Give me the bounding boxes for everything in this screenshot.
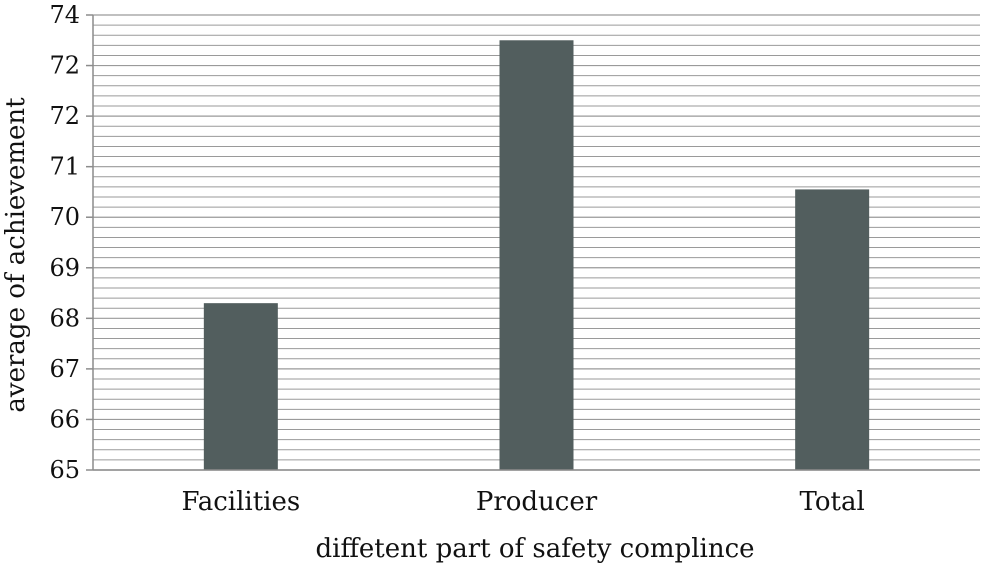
- x-tick-label: Facilities: [181, 487, 300, 517]
- x-tick-label: Producer: [476, 487, 598, 517]
- y-tick-label: 72: [49, 52, 80, 80]
- y-tick-label: 65: [49, 456, 80, 484]
- x-axis-title: diffetent part of safety complince: [315, 534, 754, 564]
- y-tick-label: 72: [49, 102, 80, 130]
- y-tick-label: 74: [49, 1, 80, 29]
- y-tick-label: 69: [49, 254, 80, 282]
- label-layer: 65 66 67 68 69 70 71 72 72 74 Facilities Producer To…: [49, 1, 864, 517]
- y-tick-label: 68: [49, 304, 80, 332]
- axis-layer: [86, 14, 980, 471]
- y-tick-label: 70: [49, 203, 80, 231]
- bar-total: [795, 189, 870, 470]
- y-tick-label: 67: [49, 355, 80, 383]
- y-tick-label: 71: [49, 153, 80, 181]
- bar-facilities: [203, 303, 278, 470]
- bar-producer: [499, 40, 574, 471]
- bar-layer: [203, 40, 870, 471]
- y-axis-title: average of achievement: [1, 97, 31, 413]
- y-tick-label: 66: [49, 405, 80, 433]
- x-tick-label: Total: [800, 487, 865, 517]
